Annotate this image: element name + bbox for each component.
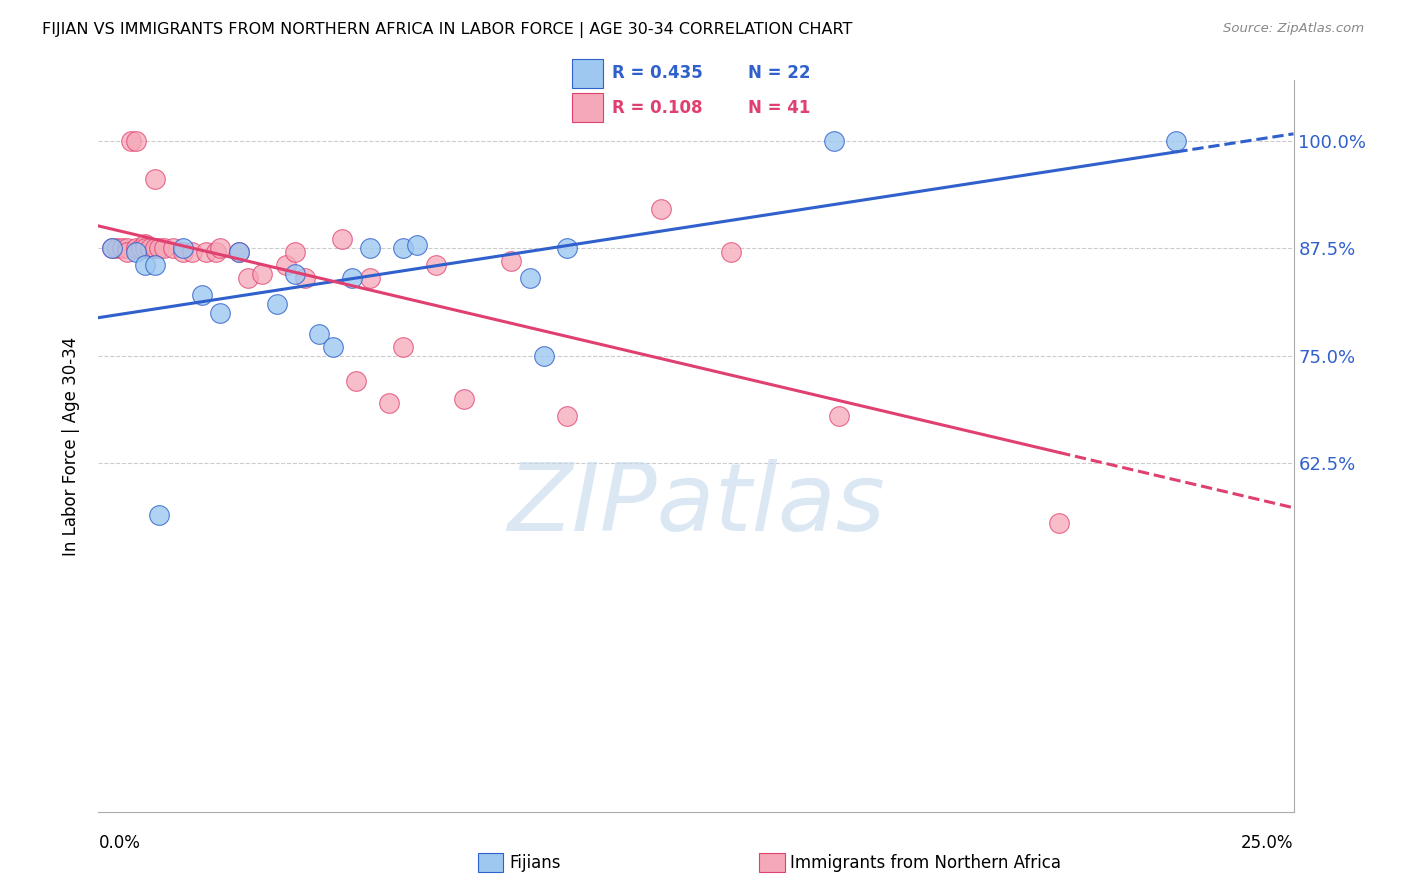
Point <box>330 232 353 246</box>
Point <box>125 241 148 255</box>
Text: Immigrants from Northern Africa: Immigrants from Northern Africa <box>790 854 1062 871</box>
Point <box>284 245 307 260</box>
Point <box>823 134 845 148</box>
Point <box>359 271 381 285</box>
Point <box>650 202 672 217</box>
Point <box>143 241 166 255</box>
Point <box>105 241 128 255</box>
Point <box>378 396 401 410</box>
Point <box>555 409 578 423</box>
Point <box>340 271 363 285</box>
Point <box>134 241 156 255</box>
Point <box>344 375 367 389</box>
Point <box>139 241 162 255</box>
Point <box>274 258 297 272</box>
Point <box>322 340 344 354</box>
Point <box>148 241 170 255</box>
Point <box>555 241 578 255</box>
Bar <box>572 59 603 87</box>
Point <box>115 241 138 255</box>
Point <box>209 305 232 319</box>
Point <box>125 245 148 260</box>
Point <box>308 327 330 342</box>
Point <box>1166 134 1188 148</box>
Point <box>406 238 429 252</box>
Text: R = 0.108: R = 0.108 <box>612 99 703 117</box>
Point <box>284 267 307 281</box>
Text: FIJIAN VS IMMIGRANTS FROM NORTHERN AFRICA IN LABOR FORCE | AGE 30-34 CORRELATION: FIJIAN VS IMMIGRANTS FROM NORTHERN AFRIC… <box>42 22 852 38</box>
Point <box>134 258 156 272</box>
Point <box>120 134 142 148</box>
Point <box>499 254 522 268</box>
Point <box>453 392 475 406</box>
Point <box>148 508 170 522</box>
Point <box>209 241 232 255</box>
Point <box>195 245 218 260</box>
Y-axis label: In Labor Force | Age 30-34: In Labor Force | Age 30-34 <box>62 336 80 556</box>
Point <box>533 349 555 363</box>
Text: Source: ZipAtlas.com: Source: ZipAtlas.com <box>1223 22 1364 36</box>
Text: ZIPatlas: ZIPatlas <box>508 459 884 550</box>
Point <box>101 241 124 255</box>
Point <box>266 297 288 311</box>
Point <box>294 271 316 285</box>
Point <box>172 245 194 260</box>
Point <box>392 241 415 255</box>
Text: 25.0%: 25.0% <box>1241 834 1294 852</box>
Point <box>162 241 184 255</box>
Point <box>153 241 176 255</box>
Text: Fijians: Fijians <box>509 854 561 871</box>
Point <box>143 172 166 186</box>
Point <box>204 245 226 260</box>
Point <box>720 245 742 260</box>
Point <box>425 258 447 272</box>
Point <box>252 267 274 281</box>
Point <box>129 241 152 255</box>
Bar <box>572 93 603 122</box>
Text: N = 41: N = 41 <box>748 99 810 117</box>
Point <box>181 245 204 260</box>
Text: R = 0.435: R = 0.435 <box>612 64 703 82</box>
Point <box>101 241 124 255</box>
Point <box>238 271 260 285</box>
Point <box>172 241 194 255</box>
Point <box>228 245 250 260</box>
Point <box>125 134 148 148</box>
Point <box>828 409 851 423</box>
Point <box>1047 516 1070 531</box>
Point <box>228 245 250 260</box>
Point <box>111 241 134 255</box>
Text: 0.0%: 0.0% <box>98 834 141 852</box>
Point <box>143 258 166 272</box>
Point <box>115 245 138 260</box>
Point <box>519 271 541 285</box>
Point <box>190 288 212 302</box>
Text: N = 22: N = 22 <box>748 64 810 82</box>
Point <box>359 241 381 255</box>
Point <box>392 340 415 354</box>
Point <box>134 236 156 251</box>
